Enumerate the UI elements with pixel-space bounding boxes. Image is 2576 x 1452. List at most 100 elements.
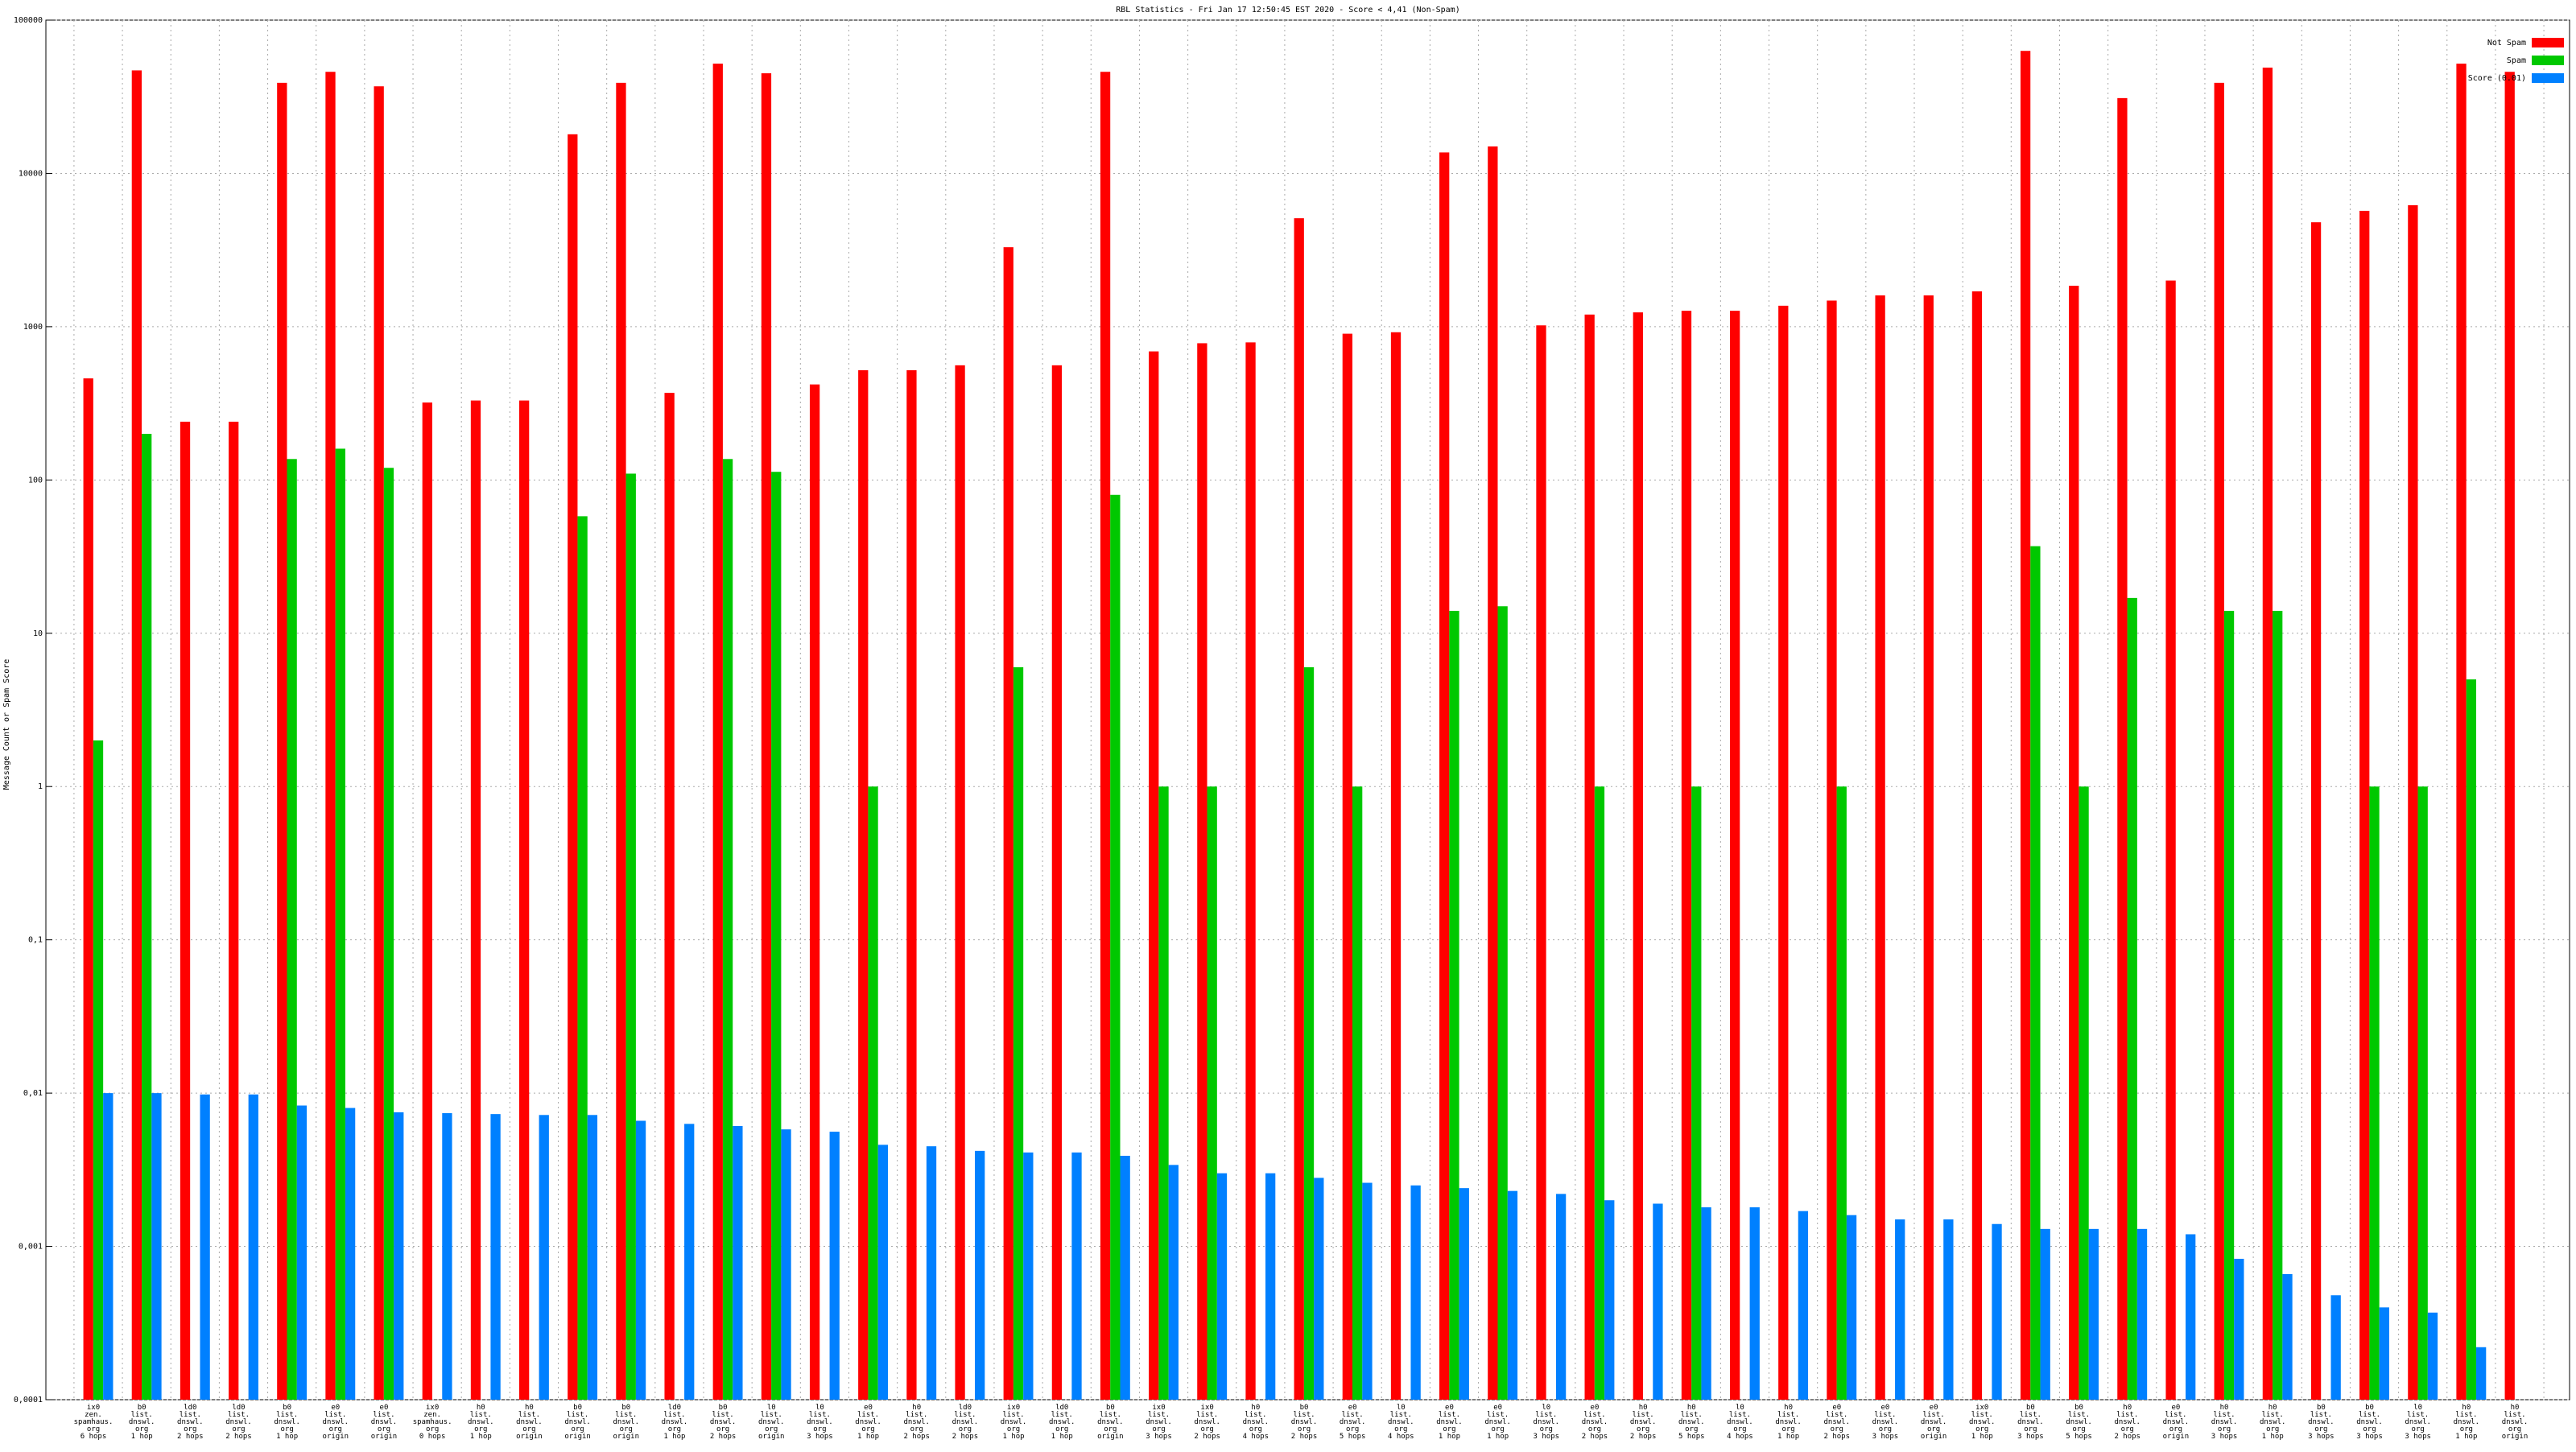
bar [1314, 1178, 1324, 1400]
bar [568, 134, 578, 1400]
bar [2030, 546, 2041, 1400]
x-tick-label: ix0 list. dnswl. org 1 hop [1969, 1404, 1996, 1441]
bar [2088, 1228, 2099, 1400]
bar [2504, 72, 2515, 1400]
bar [248, 1094, 258, 1400]
y-tick-label: 1000 [23, 323, 43, 332]
bar [200, 1094, 210, 1400]
x-tick-label: b0 list. dnswl. org 1 hop [274, 1404, 300, 1441]
bar [733, 1125, 743, 1400]
bar [1778, 305, 1789, 1400]
bar [781, 1129, 791, 1400]
x-tick-label: e0 list. dnswl. org origin [1921, 1404, 1947, 1441]
bar [955, 365, 965, 1400]
bar [2330, 1295, 2341, 1400]
bar [2273, 610, 2283, 1400]
x-tick-label: b0 list. dnswl. org 5 hops [2066, 1404, 2092, 1441]
x-tick-label: b0 list. dnswl. org 3 hops [2356, 1404, 2383, 1441]
bar [2262, 68, 2273, 1400]
bar [131, 70, 142, 1400]
x-tick-label: l0 list. dnswl. org 4 hops [1388, 1404, 1414, 1441]
bar [470, 400, 481, 1400]
x-tick-label: h0 list. dnswl. org 2 hops [1630, 1404, 1657, 1441]
bar [1216, 1173, 1228, 1400]
bar [1459, 1188, 1469, 1400]
bar [1701, 1207, 1711, 1400]
bar [635, 1120, 646, 1400]
bar [1410, 1185, 1421, 1400]
bar [1691, 786, 1702, 1400]
bar [2040, 1228, 2050, 1400]
x-tick-label: h0 list. dnswl. org origin [2502, 1404, 2529, 1441]
legend-swatch [2532, 73, 2564, 83]
bar [442, 1113, 452, 1400]
bar [1245, 342, 1256, 1400]
bar [1265, 1173, 1276, 1400]
x-tick-label: e0 list. dnswl. org 1 hop [855, 1404, 881, 1441]
x-tick-label: b0 list. dnswl. org 3 hops [2017, 1404, 2044, 1441]
bar [1971, 291, 1983, 1400]
bar [761, 73, 772, 1400]
bar [664, 393, 675, 1400]
x-tick-label: ld0 list. dnswl. org 1 hop [662, 1404, 688, 1441]
x-tick-label: h0 list. dnswl. org 2 hops [2114, 1404, 2140, 1441]
x-tick-label: ld0 list. dnswl. org 1 hop [1049, 1404, 1075, 1441]
bar [2282, 1273, 2293, 1400]
bar [2369, 786, 2380, 1400]
y-axis-label: Message Count or Spam Score [2, 659, 11, 790]
bar [975, 1150, 985, 1400]
bar [103, 1093, 114, 1400]
x-tick-label: e0 list. dnswl. org 2 hops [1582, 1404, 1608, 1441]
legend-label: Spam [2507, 56, 2526, 65]
bar [93, 740, 104, 1400]
bar [1390, 332, 1402, 1400]
x-tick-label: l0 list. dnswl. org 3 hops [807, 1404, 833, 1441]
bar [1749, 1207, 1760, 1400]
bar [625, 473, 636, 1400]
x-tick-label: e0 list. dnswl. org origin [323, 1404, 349, 1441]
bar [1023, 1152, 1034, 1400]
bar [868, 786, 878, 1400]
x-tick-label: b0 list. dnswl. org 3 hops [2308, 1404, 2334, 1441]
bar [2359, 210, 2370, 1400]
bar [539, 1115, 549, 1400]
bar [2223, 610, 2235, 1400]
bar [829, 1132, 840, 1400]
bar [1836, 786, 1847, 1400]
bar [1604, 1200, 1615, 1400]
bar [1362, 1182, 1373, 1400]
x-tick-label: e0 list. dnswl. org 1 hop [1436, 1404, 1463, 1441]
y-tick-label: 1 [38, 782, 43, 791]
bar [2456, 64, 2467, 1400]
bar [1342, 333, 1353, 1400]
bar [2379, 1307, 2389, 1400]
x-tick-label: h0 list. dnswl. org 2 hops [903, 1404, 930, 1441]
bar [2417, 786, 2428, 1400]
bar [345, 1108, 356, 1400]
bar [926, 1146, 937, 1400]
x-tick-label: h0 list. dnswl. org 1 hop [468, 1404, 494, 1441]
y-tick-label: 0,001 [19, 1243, 43, 1252]
bar [1449, 610, 1459, 1400]
bar [2127, 597, 2137, 1400]
bar [1943, 1219, 1954, 1400]
y-tick-label: 0,01 [23, 1089, 43, 1098]
bar [394, 1112, 404, 1400]
x-tick-label: h0 list. dnswl. org 1 hop [2260, 1404, 2286, 1441]
bar [2165, 280, 2176, 1400]
bar [83, 378, 93, 1400]
x-tick-label: b0 list. dnswl. org 1 hop [129, 1404, 155, 1441]
x-tick-label: ix0 list. dnswl. org 2 hops [1194, 1404, 1220, 1441]
bar [1584, 314, 1595, 1400]
bar [229, 421, 239, 1400]
bar [1875, 295, 1885, 1400]
bar [287, 459, 297, 1400]
bar [518, 400, 530, 1400]
bar [383, 468, 394, 1400]
x-tick-label: h0 list. dnswl. org 5 hops [1678, 1404, 1705, 1441]
bar [335, 448, 345, 1400]
x-tick-label: ix0 list. dnswl. org 3 hops [1146, 1404, 1172, 1441]
bar [1633, 312, 1643, 1400]
bar [1536, 325, 1546, 1400]
